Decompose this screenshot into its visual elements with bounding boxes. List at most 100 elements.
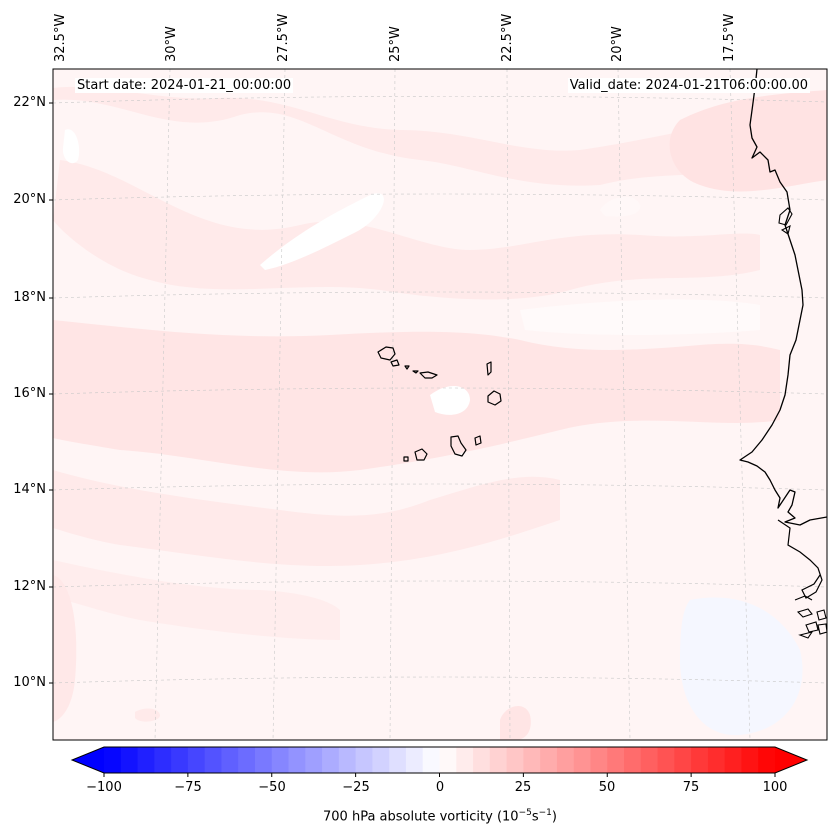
colorbar-extend-min — [72, 747, 104, 773]
vorticity-white-patch-2 — [430, 385, 470, 415]
colorbar-bin — [389, 747, 407, 773]
colorbar-bin — [607, 747, 625, 773]
colorbar-bin — [322, 747, 340, 773]
lat-label-18n: 18°N — [13, 290, 46, 305]
colorbar-bin — [473, 747, 491, 773]
colorbar-bin — [137, 747, 155, 773]
colorbar-bin — [657, 747, 675, 773]
colorbar-bin — [506, 747, 524, 773]
colorbar-bin — [422, 747, 440, 773]
colorbar-bin — [221, 747, 239, 773]
colorbar-extend-max — [775, 747, 807, 773]
vorticity-band-low — [53, 560, 340, 640]
lat-ticks — [49, 102, 53, 684]
lon-label-22.5w: 22.5°W — [500, 13, 515, 62]
colorbar-bin — [758, 747, 776, 773]
coastline-bijagos — [796, 608, 827, 635]
lon-label-20w: 20°W — [610, 26, 625, 62]
start-date-label: Start date: 2024-01-21_00:00:00 — [75, 78, 294, 93]
lon-label-17.5w: 17.5°W — [722, 13, 737, 62]
valid-date-label: Valid_date: 2024-01-21T06:00:00.00 — [567, 78, 810, 93]
lon-label-25w: 25°W — [388, 26, 403, 62]
map-frame — [52, 68, 828, 741]
island-brava — [403, 456, 409, 462]
colorbar-bin — [338, 747, 357, 773]
colorbar-title-exp1: −5 — [518, 808, 532, 818]
lon-label-30w: 30°W — [164, 26, 179, 62]
colorbar-tick-label: 50 — [598, 780, 616, 795]
colorbar-bin — [590, 747, 608, 773]
island-santo-antao — [377, 346, 396, 361]
colorbar-bin — [104, 747, 122, 773]
colorbar-bin — [305, 747, 323, 773]
colorbar-bin — [707, 747, 726, 773]
vorticity-band-ne — [669, 90, 827, 192]
colorbar-tick-label: 75 — [682, 780, 700, 795]
colorbar-bin — [355, 747, 373, 773]
colorbar-bin — [405, 747, 424, 773]
colorbar-tick-label: 25 — [514, 780, 532, 795]
colorbar-bin — [238, 747, 256, 773]
colorbar-bin — [254, 747, 273, 773]
colorbar-bin — [691, 747, 709, 773]
island-boa-vista — [487, 390, 502, 406]
lat-label-16n: 16°N — [13, 386, 46, 401]
colorbar-title-exp2: −1 — [538, 808, 552, 818]
island-sal — [486, 361, 492, 376]
island-fogo — [414, 448, 428, 461]
vorticity-band-mid — [53, 160, 760, 300]
vorticity-band-center — [53, 320, 780, 473]
colorbar-ticks — [103, 773, 776, 777]
colorbar-bin — [154, 747, 172, 773]
vorticity-white-patch-5 — [600, 196, 641, 217]
africa-coastline — [739, 69, 827, 526]
island-sao-vicente — [390, 359, 400, 367]
colorbar-tick-label: 0 — [435, 780, 445, 795]
coastline-sw-islands — [777, 519, 823, 599]
colorbar-bin — [372, 747, 390, 773]
colorbar-tick-label: −100 — [86, 780, 122, 795]
colorbar-bin — [674, 747, 692, 773]
lon-label-32.5w: 32.5°W — [53, 13, 68, 62]
colorbar-bin — [573, 747, 591, 773]
colorbar-bin — [540, 747, 558, 773]
colorbar-outline — [70, 746, 809, 774]
vorticity-white-patch-3 — [520, 299, 760, 335]
colorbar-bin — [171, 747, 189, 773]
vorticity-white-patch-4 — [62, 129, 80, 164]
colorbar-bin — [288, 747, 306, 773]
vorticity-band-north — [53, 86, 760, 186]
lat-label-10n: 10°N — [13, 675, 46, 690]
vorticity-spot-west — [53, 575, 77, 722]
colorbar-bin — [724, 747, 742, 773]
colorbar-bin — [741, 747, 759, 773]
island-sao-nicolau — [412, 370, 438, 379]
colorbar-title-suffix: ) — [551, 809, 557, 825]
lat-label-20n: 20°N — [13, 192, 46, 207]
vorticity-spot-south-1 — [500, 705, 531, 740]
colorbar-bin — [271, 747, 290, 773]
lat-label-22n: 22°N — [13, 95, 46, 110]
coastline-gulf — [794, 595, 814, 639]
lat-label-14n: 14°N — [13, 482, 46, 497]
lat-label-12n: 12°N — [13, 579, 46, 594]
colorbar-bin — [120, 747, 139, 773]
colorbar-bin — [187, 747, 206, 773]
colorbar-title-prefix: 700 hPa absolute vorticity (10 — [323, 809, 519, 825]
colorbar-bin — [439, 747, 457, 773]
colorbar-tick-label: −75 — [174, 780, 202, 795]
colorbar-bin — [624, 747, 642, 773]
colorbar-bin — [523, 747, 541, 773]
colorbar-tick-label: 100 — [762, 780, 788, 795]
cape-verde-islands — [377, 346, 502, 462]
colorbar — [70, 746, 809, 777]
colorbar-tick-label: −50 — [258, 780, 286, 795]
colorbar-bin — [456, 747, 474, 773]
vorticity-band-south — [53, 470, 560, 566]
colorbar-bin — [556, 747, 575, 773]
lon-label-27.5w: 27.5°W — [276, 13, 291, 62]
island-santiago — [450, 435, 467, 457]
island-maio — [474, 435, 482, 446]
vorticity-faint-blue — [680, 597, 803, 736]
